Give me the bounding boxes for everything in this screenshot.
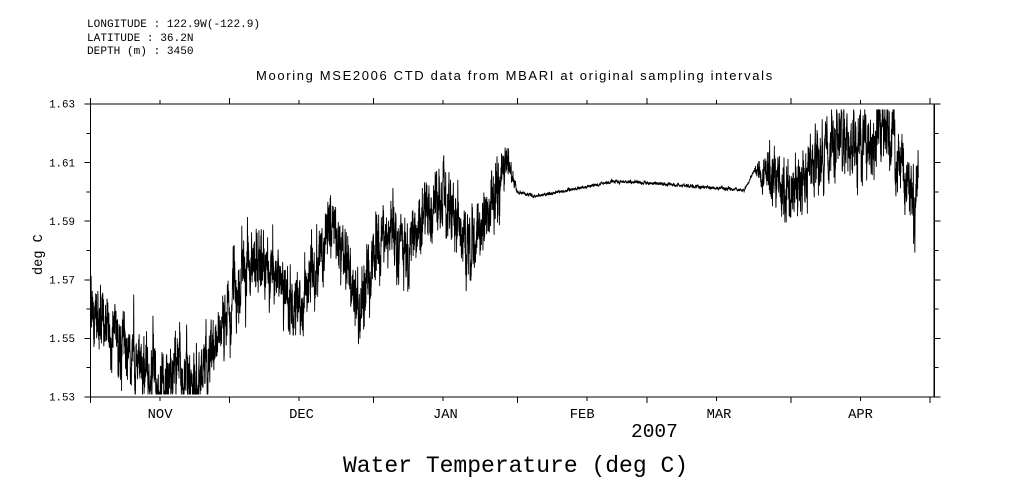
svg-text:1.61: 1.61 (49, 158, 75, 170)
svg-text:1.57: 1.57 (49, 276, 75, 288)
svg-text:JAN: JAN (433, 408, 458, 423)
svg-text:DEC: DEC (289, 408, 314, 423)
svg-text:1.53: 1.53 (49, 393, 75, 405)
svg-text:MAR: MAR (707, 408, 732, 423)
svg-text:1.59: 1.59 (49, 217, 75, 229)
svg-text:NOV: NOV (148, 408, 174, 423)
svg-text:APR: APR (848, 408, 873, 423)
svg-text:FEB: FEB (570, 408, 595, 423)
svg-text:1.55: 1.55 (49, 334, 75, 346)
svg-text:1.63: 1.63 (49, 100, 75, 112)
